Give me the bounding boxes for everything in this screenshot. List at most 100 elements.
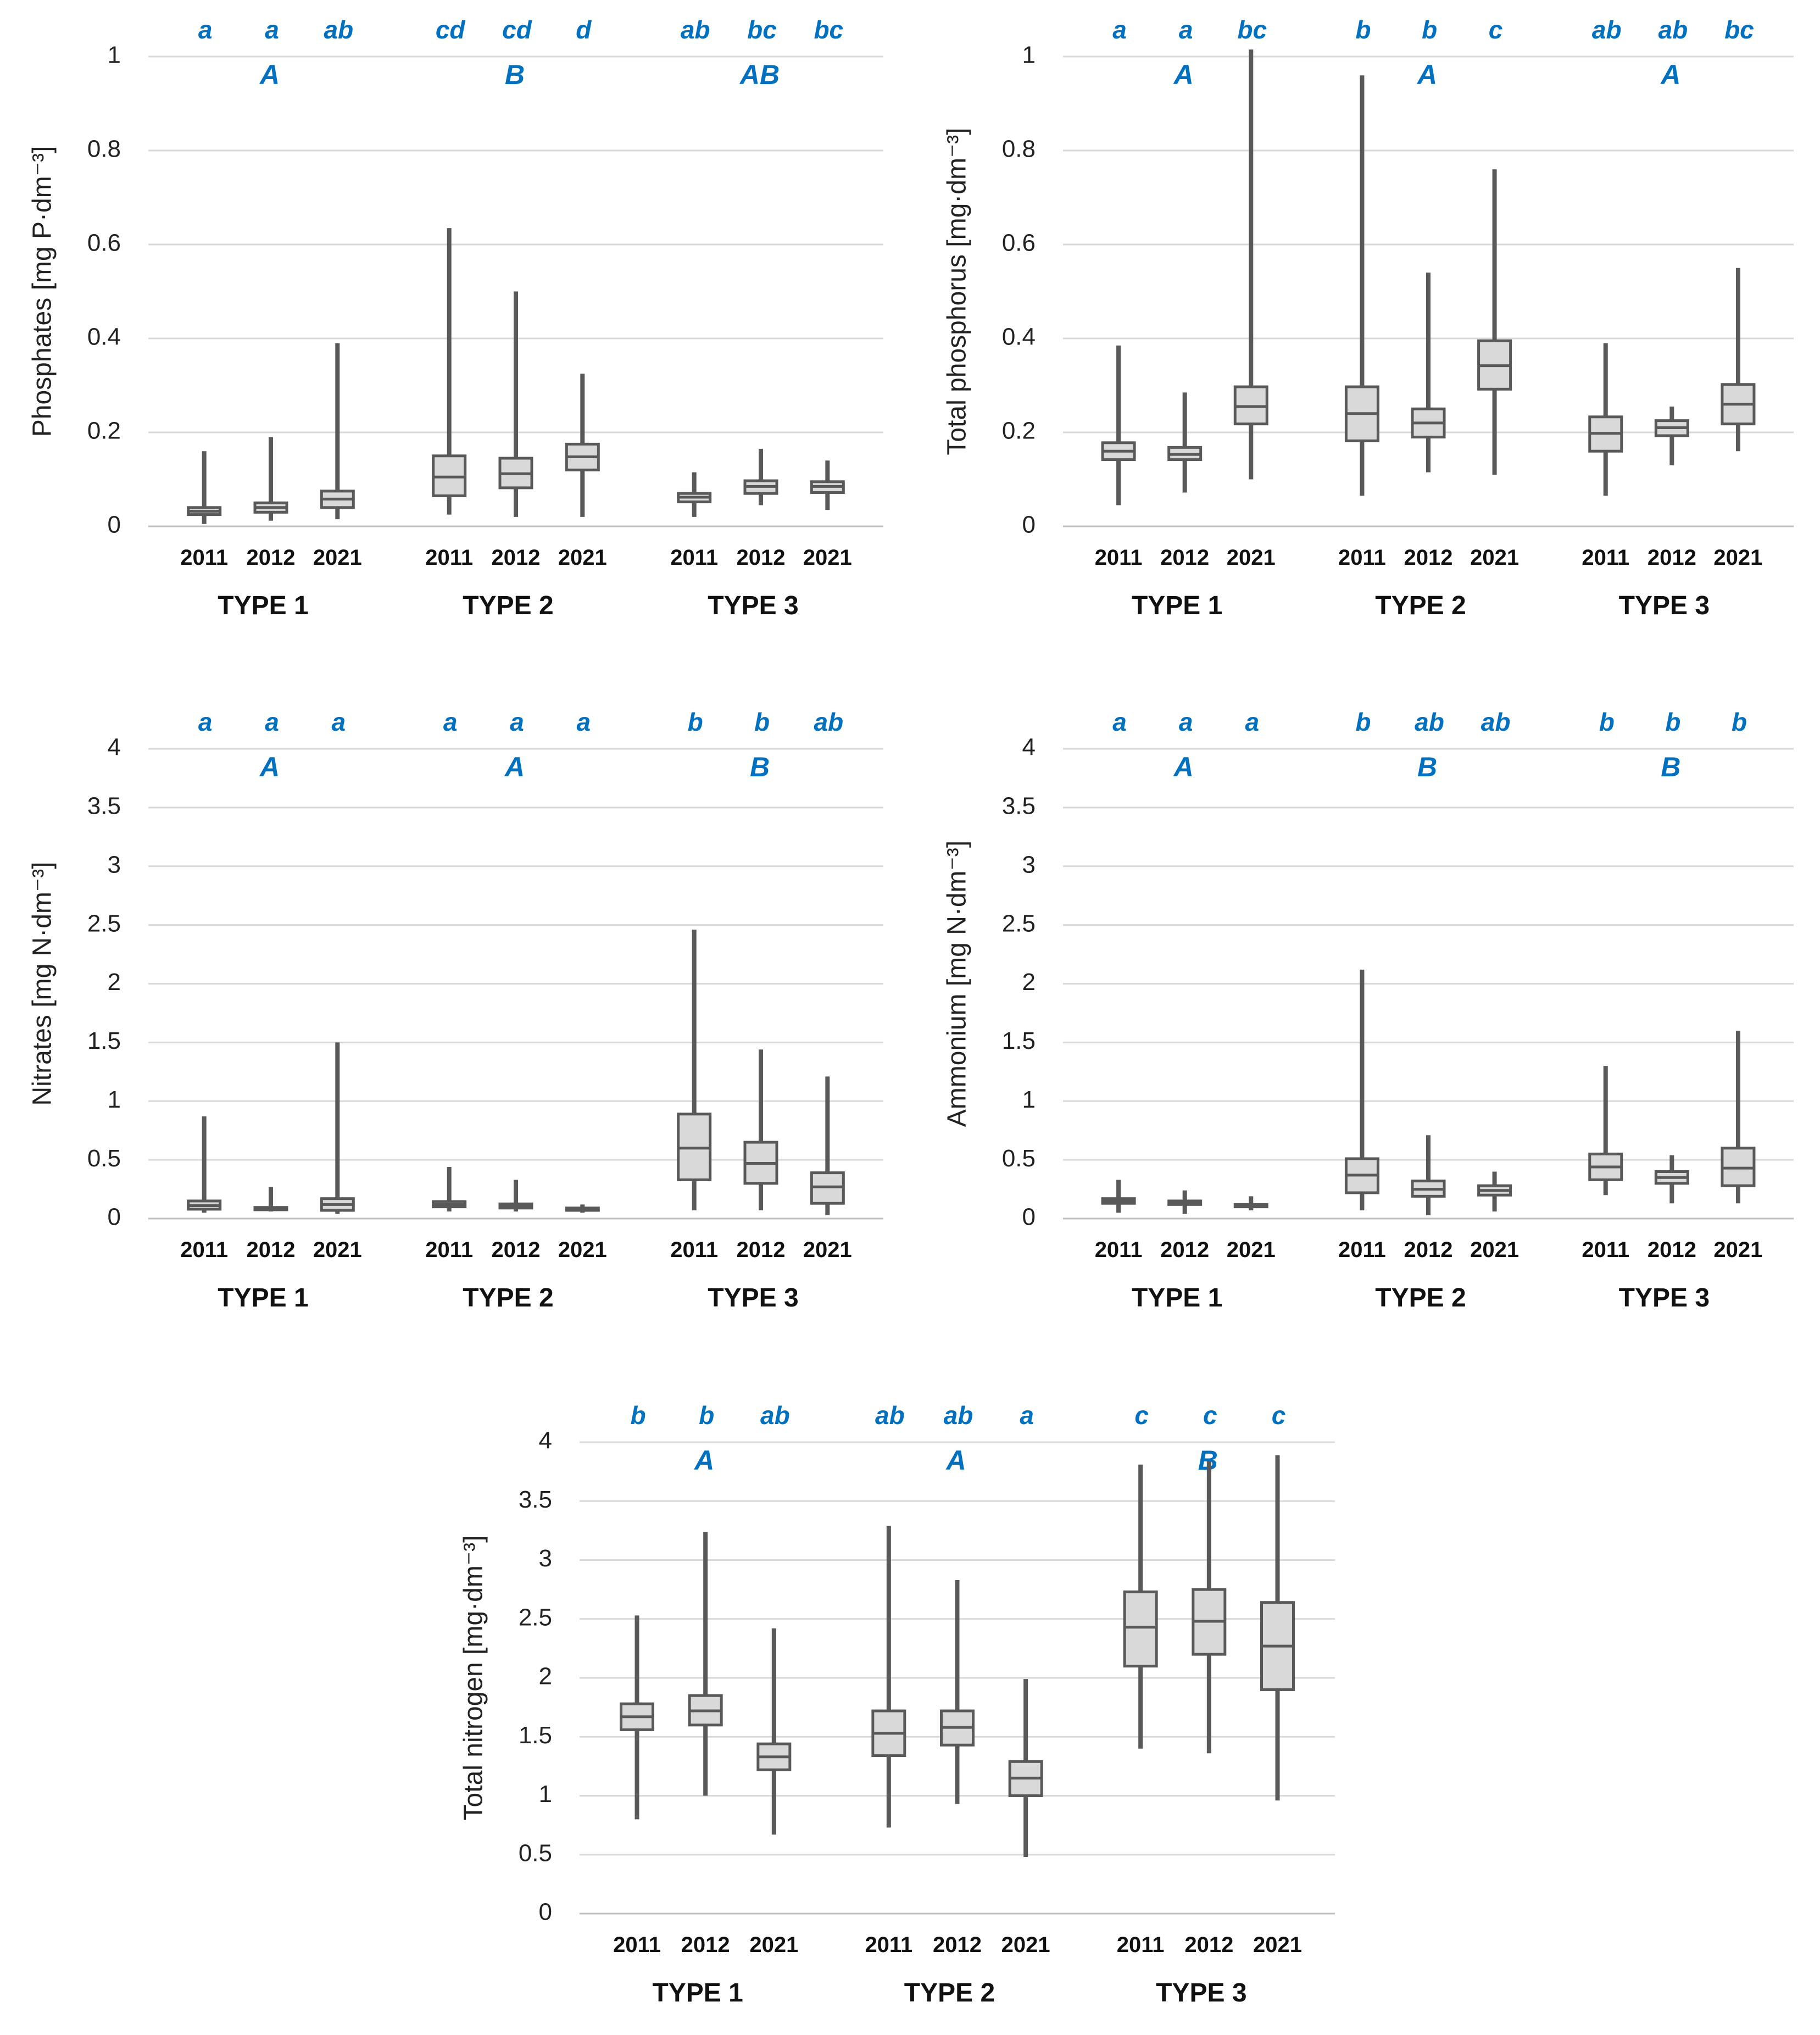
y-tick-label: 0.2 [1002,418,1036,444]
y-axis-title: Nitrates [mg N·dm⁻³] [28,861,57,1105]
year-tick-label: 2021 [313,1238,362,1262]
y-tick-label: 2.5 [519,1604,552,1631]
significance-letter: a [1112,708,1127,736]
group-significance-letter: A [945,1445,966,1476]
group-label: TYPE 2 [463,1283,553,1313]
year-tick-label: 2011 [180,1238,228,1262]
chart-panel-ammonium: 0 0.5 1 1.5 2 2.5 3 3.5 4 Ammonium [mg N·dm⁻³] TYP… [943,708,1794,1313]
y-tick-label: 1 [539,1781,552,1808]
y-tick-label: 3 [1022,851,1036,878]
significance-letter: a [265,708,279,736]
box-iqr [1123,1590,1158,1668]
chart-panel-phosphates: 0 0.2 0.4 0.6 0.8 1 Phosphates [mg P·dm⁻³] TYPE… [28,15,883,620]
group-significance-letter: A [693,1445,714,1476]
significance-letter: a [1020,1401,1034,1430]
y-tick-label: 3.5 [1002,793,1036,820]
y-axis-title: Ammonium [mg N·dm⁻³] [943,841,972,1127]
year-tick-label: 2012 [1160,1238,1209,1262]
significance-letter: a [1179,708,1193,736]
y-tick-label: 1 [1022,42,1036,69]
year-tick-label: 2012 [1648,1238,1696,1262]
significance-letter: a [1112,15,1127,44]
y-tick-label: 4 [539,1427,552,1454]
significance-letter: ab [1415,708,1444,736]
group-significance-letter: A [1173,59,1194,90]
y-tick-label: 0.5 [519,1839,552,1866]
group-significance-letter: B [505,59,525,90]
significance-letter: cd [436,15,466,44]
year-tick-label: 2011 [425,546,473,570]
group-label: TYPE 3 [1619,591,1710,620]
significance-letter: a [510,708,524,736]
year-tick-label: 2012 [1404,546,1453,570]
group-significance-letter: B [1417,752,1437,782]
group-label: TYPE 3 [1619,1283,1710,1313]
y-tick-label: 1.5 [519,1722,552,1749]
group-label: TYPE 3 [1156,1978,1246,2008]
year-tick-label: 2012 [247,1238,296,1262]
significance-letter: b [1355,708,1371,736]
significance-letter: a [332,708,346,736]
significance-letter: ab [1592,15,1622,44]
significance-letter: a [443,708,458,736]
group-significance-letter: A [1416,59,1437,90]
significance-letter: ab [944,1401,973,1430]
year-tick-label: 2021 [1227,1238,1276,1262]
group-label: TYPE 1 [1132,591,1222,620]
group-significance-letter: A [259,59,280,90]
y-tick-label: 1.5 [87,1027,121,1054]
y-tick-label: 0 [1022,511,1036,538]
year-tick-label: 2012 [492,1238,541,1262]
significance-letter: a [265,15,279,44]
significance-letter: bc [1237,15,1267,44]
y-axis-title: Total phosphorus [mg·dm⁻³] [943,127,972,455]
year-tick-label: 2021 [1227,546,1276,570]
significance-letter: d [576,15,592,44]
group-label: TYPE 1 [1132,1283,1222,1313]
year-tick-label: 2012 [1184,1933,1233,1957]
significance-letter: b [688,708,703,736]
significance-letter: b [1355,15,1371,44]
year-tick-label: 2012 [933,1933,982,1957]
group-label: TYPE 2 [904,1978,995,2008]
year-tick-label: 2021 [558,546,607,570]
y-tick-label: 0 [108,1204,121,1231]
year-tick-label: 2021 [803,1238,852,1262]
y-tick-label: 3.5 [519,1486,552,1513]
year-tick-label: 2011 [425,1238,473,1262]
significance-letter: cd [502,15,532,44]
year-tick-label: 2011 [1582,546,1629,570]
year-tick-label: 2011 [1117,1933,1165,1957]
year-tick-label: 2012 [1160,546,1209,570]
y-tick-label: 4 [108,734,121,761]
significance-letter: b [699,1401,714,1430]
y-tick-label: 2 [539,1663,552,1690]
significance-letter: b [1599,708,1615,736]
year-tick-label: 2021 [1713,546,1762,570]
y-tick-label: 1 [108,1086,121,1113]
significance-letter: ab [760,1401,790,1430]
year-tick-label: 2012 [737,1238,786,1262]
year-tick-label: 2011 [670,1238,718,1262]
significance-letter: ab [1658,15,1688,44]
significance-letter: ab [681,15,710,44]
year-tick-label: 2011 [865,1933,912,1957]
year-tick-label: 2011 [1095,546,1143,570]
y-tick-label: 2.5 [1002,910,1036,937]
y-tick-label: 0.4 [1002,324,1036,351]
year-tick-label: 2012 [1648,546,1696,570]
significance-letter: a [198,15,213,44]
year-tick-label: 2021 [1470,1238,1519,1262]
year-tick-label: 2012 [737,546,786,570]
year-tick-label: 2011 [670,546,718,570]
significance-letter: ab [814,708,843,736]
year-tick-label: 2012 [681,1933,730,1957]
y-tick-label: 0.6 [1002,230,1036,257]
significance-letter: b [754,708,770,736]
group-significance-letter: A [504,752,525,782]
group-significance-letter: B [1661,752,1680,782]
year-tick-label: 2021 [1253,1933,1302,1957]
significance-letter: bc [1724,15,1754,44]
y-tick-label: 2 [1022,969,1036,996]
